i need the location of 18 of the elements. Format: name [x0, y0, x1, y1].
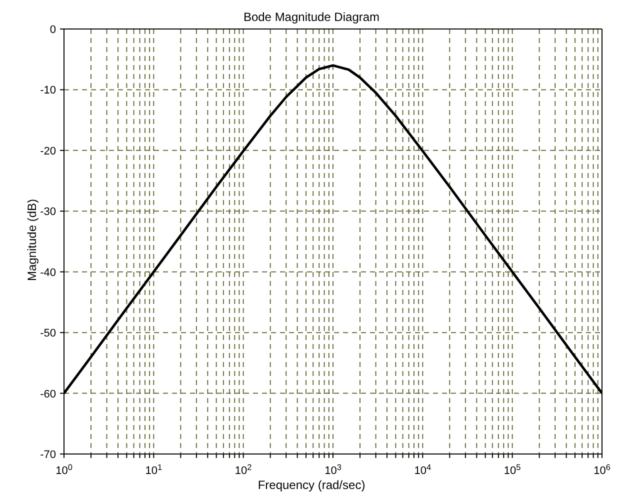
x-tick-label: 10$^{1}$: [145, 462, 162, 477]
y-tick-label: 0: [50, 24, 56, 36]
x-axis-title: Frequency (rad/sec): [256, 478, 366, 492]
x-tick-label: 10$^{0}$: [56, 462, 73, 477]
x-tick-label: 10$^{2}$: [234, 462, 252, 477]
x-tick-label: 10$^{4}$: [414, 462, 432, 477]
y-tick-label: -60: [40, 388, 56, 400]
y-tick-label: -70: [40, 449, 56, 461]
y-axis-title: Magnitude (dB): [25, 198, 39, 284]
x-tick-label: 10$^{6}$: [594, 462, 611, 477]
y-tick-label: -50: [40, 328, 56, 340]
y-tick-label: -30: [40, 206, 56, 218]
x-tick-label: 10$^{5}$: [504, 462, 522, 477]
y-tick-label: -40: [40, 266, 56, 279]
chart-title: Bode Magnitude Diagram: [242, 10, 381, 24]
y-tick-label: -20: [40, 145, 56, 158]
x-tick-label: 10$^{3}$: [324, 462, 342, 477]
y-tick-label: -10: [40, 84, 56, 97]
